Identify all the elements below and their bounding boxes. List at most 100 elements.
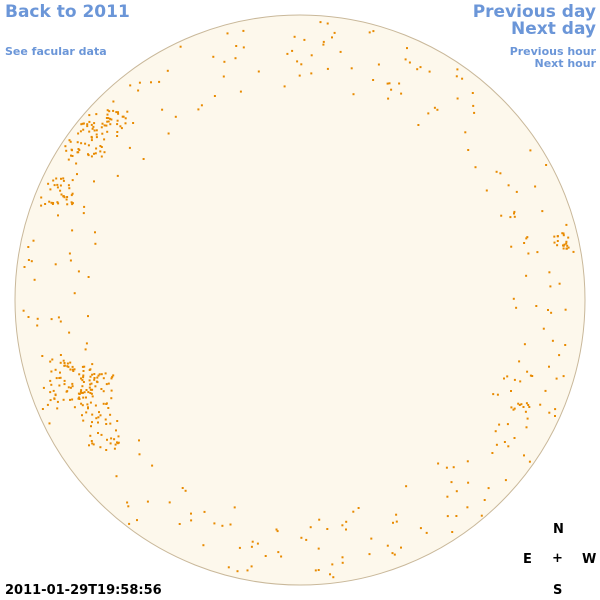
facular-speck [509, 216, 512, 219]
facular-speck [556, 240, 559, 242]
facular-speck [62, 398, 65, 401]
facular-speck [109, 442, 112, 445]
facular-speck [562, 244, 564, 247]
next-hour-link[interactable]: Next hour [534, 57, 597, 70]
facular-speck [91, 442, 94, 445]
facular-speck [59, 376, 62, 379]
facular-speck [49, 379, 52, 382]
facular-speck [554, 415, 556, 417]
facular-speck [107, 407, 110, 409]
facular-speck [71, 229, 74, 232]
facular-speck [114, 443, 117, 446]
facular-speck [96, 381, 99, 384]
facular-speck [558, 354, 561, 357]
facular-speck [68, 187, 71, 190]
facular-speck [455, 490, 458, 493]
facular-speck [94, 385, 97, 388]
facular-speck [128, 146, 131, 149]
facular-speck [428, 70, 431, 73]
facular-speck [317, 547, 320, 550]
facular-speck [333, 31, 336, 34]
facular-speck [548, 271, 551, 274]
facular-speck [563, 243, 566, 246]
facular-speck [56, 201, 59, 204]
facular-speck [310, 72, 313, 75]
facular-speck [105, 449, 108, 451]
facular-speck [264, 555, 267, 557]
facular-speck [89, 383, 92, 386]
facular-speck [536, 251, 539, 254]
facular-speck [69, 368, 72, 371]
facular-speck [393, 553, 396, 556]
facular-speck [158, 80, 161, 83]
facular-speck [398, 82, 401, 85]
facular-speck [95, 147, 98, 150]
facular-speck [242, 29, 245, 32]
back-to-year-link[interactable]: Back to 2011 [5, 2, 130, 22]
facular-speck [150, 81, 152, 84]
previous-day-link[interactable]: Previous day [472, 2, 596, 22]
facular-speck [566, 244, 569, 247]
facular-speck [80, 377, 82, 380]
facular-speck [213, 95, 216, 97]
compass-west-label: W [582, 552, 597, 567]
facular-speck [446, 495, 449, 498]
facular-speck [554, 408, 557, 411]
facular-speck [528, 460, 531, 463]
facular-speck [76, 141, 79, 144]
facular-speck [80, 402, 83, 405]
facular-speck [93, 129, 96, 132]
facular-speck [523, 343, 526, 346]
next-day-link[interactable]: Next day [511, 19, 596, 39]
facular-speck [94, 231, 96, 234]
previous-hour-link[interactable]: Previous hour [509, 45, 596, 58]
facular-speck [236, 570, 239, 573]
facular-speck [437, 462, 440, 465]
facular-speck [534, 185, 537, 188]
facular-speck [98, 373, 101, 376]
facular-speck [464, 131, 467, 134]
facular-speck [126, 110, 129, 113]
facular-speck [89, 388, 92, 391]
facular-speck [91, 413, 94, 416]
facular-speck [513, 437, 516, 439]
facular-speck [513, 215, 516, 218]
facular-speck [239, 90, 242, 93]
facular-speck [445, 466, 448, 469]
facular-speck [466, 460, 469, 463]
facular-speck [86, 125, 89, 128]
facular-speck [58, 384, 61, 387]
facular-speck [392, 521, 394, 524]
facular-speck [504, 479, 507, 482]
facular-speck [81, 391, 84, 394]
see-facular-data-link[interactable]: See facular data [5, 45, 107, 58]
facular-speck [106, 109, 109, 112]
facular-speck [64, 145, 67, 148]
facular-speck [93, 180, 95, 183]
facular-speck [112, 374, 115, 377]
facular-speck [277, 551, 280, 554]
facular-speck [116, 131, 119, 133]
facular-speck [73, 368, 76, 371]
facular-speck [33, 278, 36, 281]
facular-speck [550, 311, 553, 314]
facular-speck [107, 120, 110, 123]
facular-speck [88, 379, 91, 382]
facular-speck [117, 111, 119, 114]
facular-speck [122, 115, 125, 118]
facular-speck [88, 386, 91, 389]
facular-speck [562, 247, 565, 250]
facular-speck [456, 97, 459, 100]
facular-speck [65, 149, 68, 152]
facular-speck [89, 375, 92, 378]
facular-speck [491, 452, 494, 454]
facular-speck [474, 166, 477, 169]
facular-speck [80, 123, 83, 126]
facular-speck [151, 464, 154, 467]
facular-speck [106, 113, 109, 116]
facular-speck [63, 364, 66, 367]
facular-speck [27, 259, 30, 261]
facular-speck [71, 192, 74, 195]
facular-speck [22, 309, 25, 312]
facular-speck [341, 524, 344, 527]
